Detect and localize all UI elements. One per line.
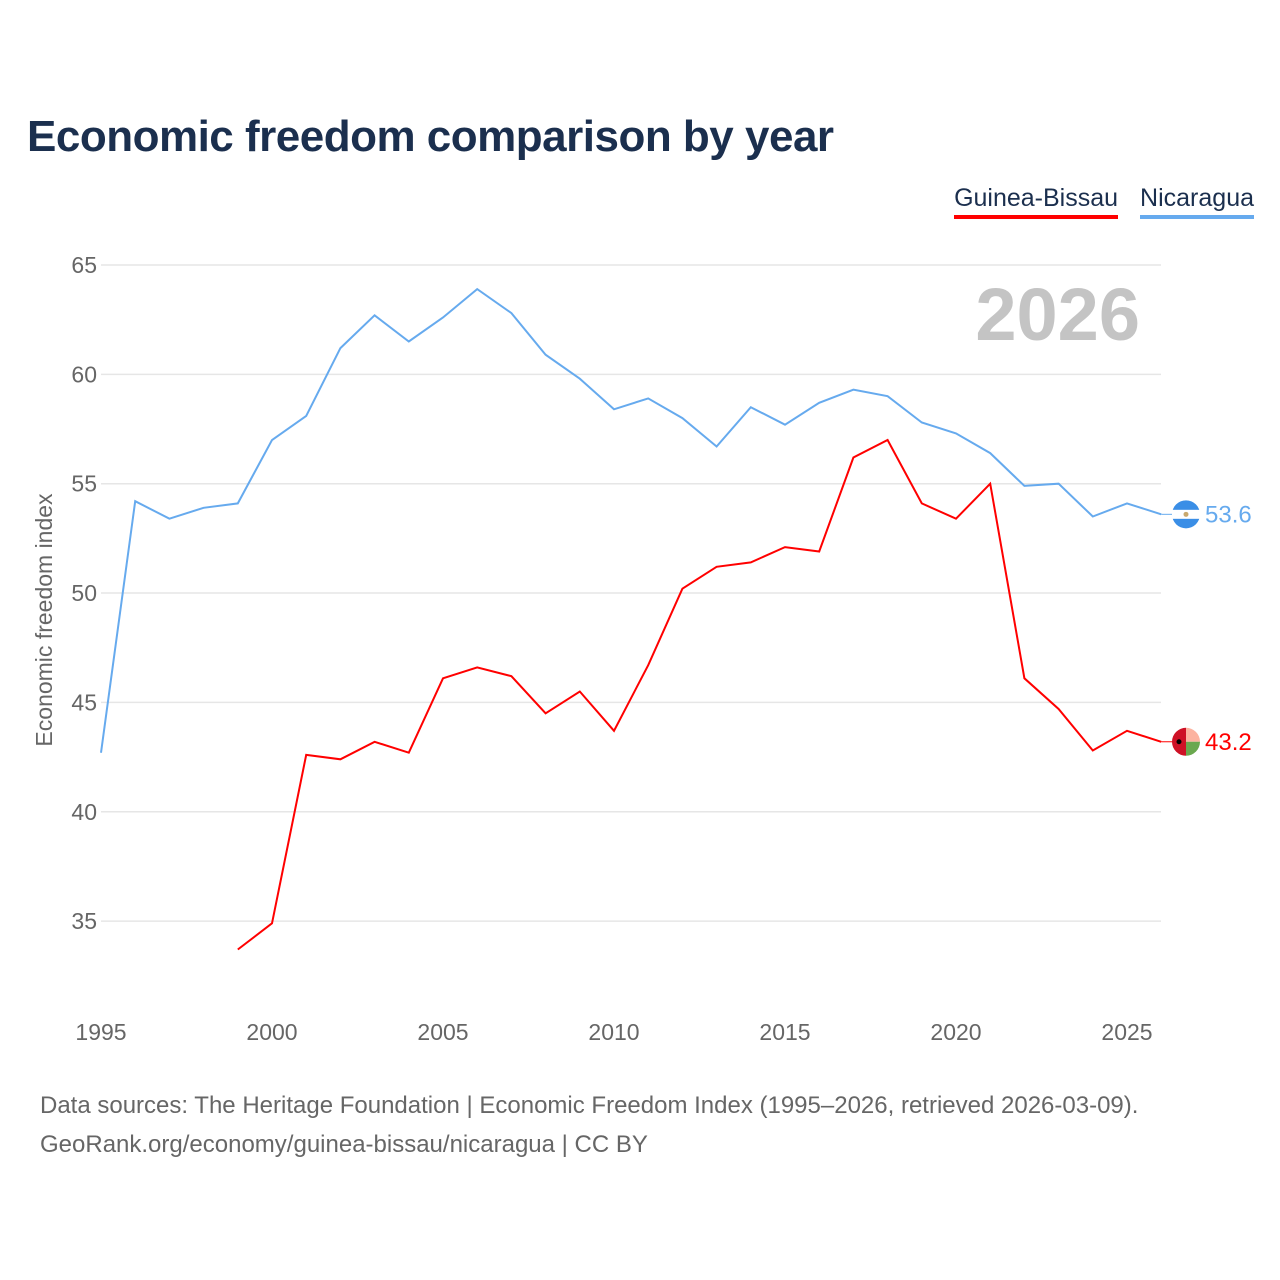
y-tick-label: 45 <box>71 689 97 715</box>
nicaragua-flag-icon <box>1172 500 1200 529</box>
footer-sources: Data sources: The Heritage Foundation | … <box>40 1092 1139 1119</box>
x-tick-label: 2025 <box>1101 1019 1152 1045</box>
footer-link[interactable]: GeoRank.org/economy/guinea-bissau/nicara… <box>40 1131 648 1158</box>
legend-item-guinea-bissau[interactable]: Guinea-Bissau <box>954 184 1119 219</box>
footer: Data sources: The Heritage Foundation | … <box>40 1086 1138 1164</box>
y-tick-label: 35 <box>71 908 97 934</box>
y-tick-label: 60 <box>71 361 97 387</box>
y-tick-label: 40 <box>71 799 97 825</box>
x-tick-label: 2000 <box>246 1019 297 1045</box>
series-line-guinea-bissau <box>237 438 1162 951</box>
end-value-label: 53.6 <box>1205 501 1252 528</box>
year-watermark: 2026 <box>975 273 1140 356</box>
x-tick-label: 1995 <box>75 1019 126 1045</box>
y-axis-label: Economic freedom index <box>31 493 57 747</box>
y-tick-label: 65 <box>71 252 97 278</box>
x-tick-label: 2015 <box>759 1019 810 1045</box>
series-line-nicaragua <box>100 287 1162 753</box>
end-value-label: 43.2 <box>1205 729 1252 756</box>
x-tick-label: 2005 <box>417 1019 468 1045</box>
x-tick-label: 2020 <box>930 1019 981 1045</box>
chart-title: Economic freedom comparison by year <box>27 112 834 161</box>
x-tick-label: 2010 <box>588 1019 639 1045</box>
y-tick-label: 50 <box>71 580 97 606</box>
guinea-bissau-flag-icon <box>1172 727 1200 756</box>
y-tick-label: 55 <box>71 471 97 497</box>
legend-item-nicaragua[interactable]: Nicaragua <box>1140 184 1254 219</box>
legend: Guinea-Bissau Nicaragua <box>954 184 1254 219</box>
